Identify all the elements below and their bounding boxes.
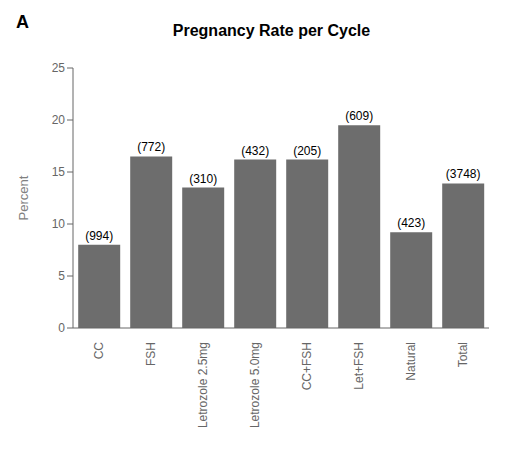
svg-text:Letrozole 5.0mg: Letrozole 5.0mg (248, 342, 262, 428)
svg-text:(423): (423) (397, 216, 425, 230)
svg-text:(432): (432) (241, 144, 269, 158)
svg-text:(310): (310) (189, 172, 217, 186)
svg-text:5: 5 (58, 269, 65, 283)
svg-text:Natural: Natural (404, 342, 418, 381)
svg-text:Letrozole 2.5mg: Letrozole 2.5mg (196, 342, 210, 428)
html-text:A: A (16, 12, 29, 32)
svg-text:25: 25 (52, 61, 66, 75)
svg-text:CC: CC (92, 342, 106, 360)
svg-text:10: 10 (52, 217, 66, 231)
html-text:Pregnancy Rate per Cycle: Pregnancy Rate per Cycle (172, 22, 371, 39)
svg-text:FSH: FSH (144, 342, 158, 366)
svg-text:(609): (609) (345, 109, 373, 123)
svg-text:Percent: Percent (16, 175, 31, 220)
svg-text:15: 15 (52, 165, 66, 179)
svg-text:(772): (772) (137, 140, 165, 154)
svg-text:20: 20 (52, 113, 66, 127)
svg-text:Total: Total (456, 342, 470, 367)
svg-text:(205): (205) (293, 144, 321, 158)
svg-text:Let+FSH: Let+FSH (352, 342, 366, 390)
svg-text:CC+FSH: CC+FSH (300, 342, 314, 390)
svg-text:0: 0 (58, 321, 65, 335)
svg-text:(994): (994) (85, 229, 113, 243)
svg-text:(3748): (3748) (446, 167, 481, 181)
